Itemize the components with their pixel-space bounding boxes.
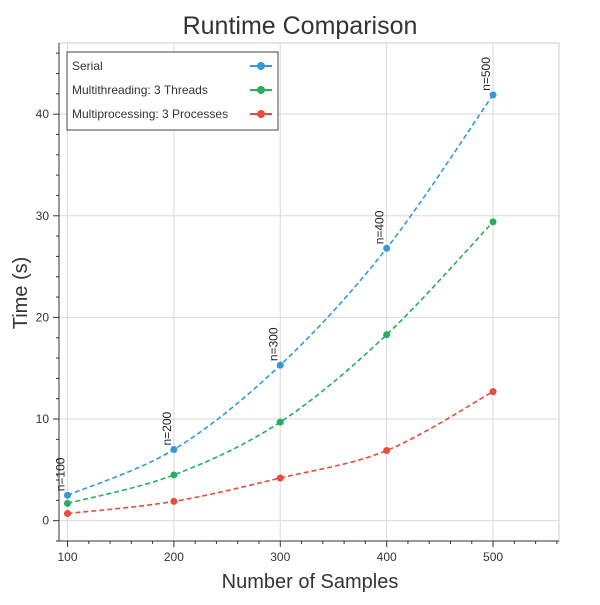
chart-title: Runtime Comparison bbox=[183, 12, 418, 40]
data-point-0 bbox=[276, 361, 284, 369]
legend-label: Multithreading: 3 Threads bbox=[72, 83, 208, 97]
x-axis-label: Number of Samples bbox=[222, 571, 399, 593]
annotations: n=100 n=200 n=300 n=400 n=500 bbox=[54, 57, 494, 491]
x-tick-label: 300 bbox=[270, 550, 290, 564]
annotation-label: n=300 bbox=[266, 327, 280, 361]
axes: 100 200 300 400 500 0 10 20 30 40 bbox=[36, 42, 560, 564]
data-point-0 bbox=[383, 244, 391, 252]
annotation-label: n=100 bbox=[54, 457, 68, 491]
legend-swatch-marker bbox=[257, 62, 265, 70]
data-point-0 bbox=[489, 91, 497, 99]
y-tick-label: 30 bbox=[36, 209, 50, 223]
legend-label: Multiprocessing: 3 Processes bbox=[72, 107, 228, 121]
data-point-2 bbox=[383, 447, 391, 455]
legend-swatch-marker bbox=[257, 86, 265, 94]
data-point-2 bbox=[276, 474, 284, 482]
annotation-label: n=500 bbox=[479, 57, 493, 91]
series-layer bbox=[64, 91, 497, 518]
data-point-1 bbox=[276, 418, 284, 426]
x-tick-label: 500 bbox=[483, 550, 503, 564]
data-point-0 bbox=[64, 491, 72, 499]
y-tick-label: 10 bbox=[36, 412, 50, 426]
y-axis-label: Time (s) bbox=[10, 257, 32, 330]
legend: Serial Multithreading: 3 Threads Multiproc… bbox=[66, 51, 279, 131]
legend-box bbox=[66, 51, 279, 131]
series-line-0 bbox=[67, 94, 494, 497]
annotation-label: n=400 bbox=[373, 210, 387, 244]
legend-swatch-marker bbox=[257, 110, 265, 118]
data-point-1 bbox=[489, 218, 497, 226]
legend-label: Serial bbox=[72, 59, 103, 73]
data-point-1 bbox=[64, 499, 72, 507]
x-tick-label: 200 bbox=[164, 550, 184, 564]
annotation-label: n=200 bbox=[160, 412, 174, 446]
series-line-1 bbox=[67, 221, 494, 505]
x-tick-label: 100 bbox=[57, 550, 77, 564]
y-tick-label: 40 bbox=[36, 107, 50, 121]
y-tick-label: 20 bbox=[36, 310, 50, 324]
data-point-0 bbox=[170, 446, 178, 454]
data-point-2 bbox=[170, 497, 178, 505]
data-point-1 bbox=[383, 331, 391, 339]
data-point-2 bbox=[489, 388, 497, 396]
data-point-2 bbox=[64, 510, 72, 518]
y-tick-label: 0 bbox=[42, 514, 49, 528]
data-point-1 bbox=[170, 471, 178, 479]
x-tick-label: 400 bbox=[377, 550, 397, 564]
